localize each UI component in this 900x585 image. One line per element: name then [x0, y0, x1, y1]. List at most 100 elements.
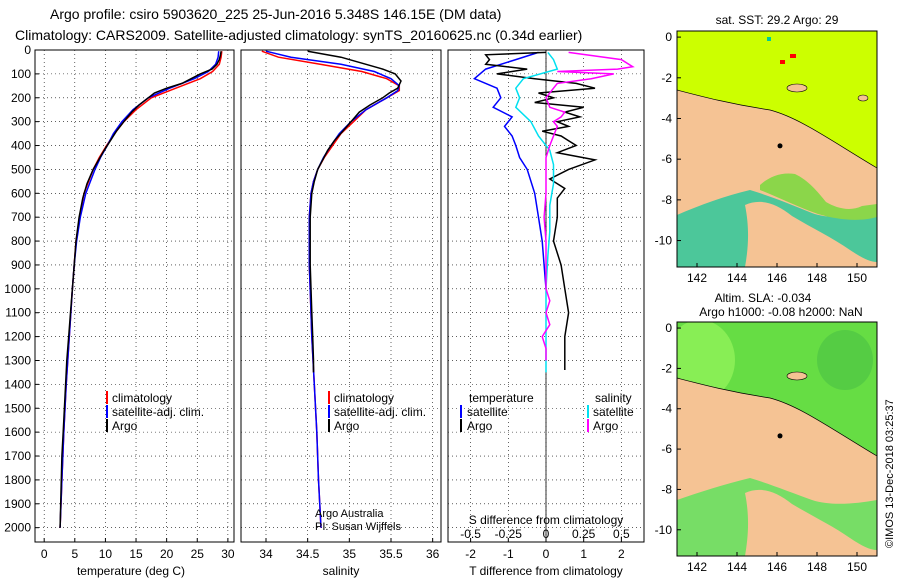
sst-hot-spot: [780, 60, 785, 64]
depth-tick-label: 1500: [4, 401, 31, 415]
depth-axis-ticks: 0 100 200 300 400 500 600 700 800 900 1000 1100 1200…: [4, 43, 39, 535]
series-s-satellite: [514, 51, 559, 373]
map-x-tick-label: 146: [767, 271, 787, 285]
x-tick-label: 34: [259, 547, 273, 561]
t-difference-x-label: T difference from climatology: [469, 564, 623, 578]
map-y-tick-label: -4: [661, 111, 672, 125]
x-tick-label: 1: [580, 547, 587, 561]
map-y-tick-label: 0: [665, 30, 672, 44]
map-x-tick-label: 150: [847, 271, 867, 285]
depth-tick-label: 1600: [4, 425, 31, 439]
depth-tick-label: 200: [11, 91, 31, 105]
sst-shelf-water: [760, 173, 877, 220]
map-y-tick-label: -10: [655, 234, 673, 248]
x-tick-label: 30: [221, 547, 235, 561]
salinity-axes-box: [240, 49, 442, 543]
difference-panel: -2 -1 0 1 2 -0.5 -0.25 0 0.25 0.5 T difference f…: [447, 49, 645, 578]
s-diff-tick-label: 0: [543, 527, 550, 541]
legend-argo-label: Argo: [112, 419, 138, 433]
map-x-tick-label: 144: [727, 560, 747, 574]
island: [857, 94, 869, 102]
depth-tick-label: 400: [11, 139, 31, 153]
series-climatology: [261, 50, 401, 528]
x-tick-label: 2: [618, 547, 625, 561]
s-diff-tick-label: -0.5: [460, 527, 481, 541]
map-x-tick-label: 146: [767, 560, 787, 574]
depth-tick-label: 0: [24, 43, 31, 57]
coastline: [677, 377, 877, 457]
series-t-argo: [484, 51, 598, 370]
map-x-tick-label: 148: [807, 271, 827, 285]
figure-title-line2: Climatology: CARS2009. Satellite-adjuste…: [15, 27, 582, 43]
map-x-tick-label: 144: [727, 271, 747, 285]
x-tick-label: 0: [41, 547, 48, 561]
salinity-x-ticks: 34 34.5 35 35.5 36: [259, 538, 440, 561]
depth-tick-label: 2000: [4, 521, 31, 535]
depth-tick-label: 900: [11, 258, 31, 272]
depth-tick-label: 1400: [4, 377, 31, 391]
depth-tick-label: 700: [11, 210, 31, 224]
sla-map-subtitle: Argo h1000: -0.08 h2000: NaN: [699, 305, 862, 319]
legend-s-satellite-label: satellite: [593, 405, 634, 419]
temperature-x-ticks: 0 5 10 15 20 25 30: [41, 538, 235, 561]
sla-map-title: Altim. SLA: -0.034: [715, 291, 812, 305]
x-tick-label: 34.5: [296, 547, 320, 561]
papuan-peninsula-land: [745, 201, 877, 267]
temperature-x-label: temperature (deg C): [77, 564, 185, 578]
x-tick-label: 20: [160, 547, 174, 561]
map-y-tick-label: -10: [655, 523, 673, 537]
s-diff-tick-label: -0.25: [495, 527, 523, 541]
map-x-tick-label: 142: [687, 271, 707, 285]
depth-tick-label: 1100: [5, 306, 31, 320]
s-diff-tick-label: 0.5: [613, 527, 630, 541]
map-y-tick-label: -8: [661, 482, 672, 496]
credit-line2: PI: Susan Wijffels: [315, 521, 401, 533]
x-tick-label: 36: [426, 547, 440, 561]
map-y-tick-label: -8: [661, 193, 672, 207]
s-difference-label: S difference from climatology: [469, 513, 624, 527]
difference-axes-box: [447, 49, 645, 543]
map-y-tick-label: -6: [661, 442, 672, 456]
map-y-tick-label: -4: [661, 402, 672, 416]
x-tick-label: -1: [503, 547, 514, 561]
map-y-tick-label: -6: [661, 152, 672, 166]
depth-tick-label: 1800: [4, 473, 31, 487]
depth-tick-label: 100: [11, 67, 31, 81]
x-tick-label: 5: [71, 547, 78, 561]
salinity-x-label: salinity: [323, 564, 360, 578]
legend-climatology-label: climatology: [112, 391, 172, 405]
difference-profiles: [472, 51, 635, 373]
legend-t-argo-label: Argo: [467, 419, 493, 433]
sla-low: [817, 330, 873, 390]
temperature-profiles: [59, 51, 223, 528]
legend-satellite-label: satellite-adj. clim.: [334, 405, 426, 419]
salinity-grid: [241, 49, 441, 542]
sla-map-ticks: 142 144 146 148 150 0 -2 -4 -6 -8 -10: [655, 321, 868, 574]
x-tick-label: 25: [191, 547, 205, 561]
depth-tick-label: 600: [11, 186, 31, 200]
legend-s-argo-label: Argo: [593, 419, 619, 433]
difference-x-ticks: -2 -1 0 1 2: [465, 538, 625, 561]
sst-map: sat. SST: 29.2 Argo: 29 142 144 146 148 150 0…: [655, 13, 878, 285]
x-tick-label: -2: [465, 547, 476, 561]
temperature-panel: 0100200300400500600700800900100011001200…: [4, 43, 235, 578]
series-argo: [59, 51, 222, 528]
imos-watermark: ©IMOS 13-Dec-2018 03:25:37: [884, 399, 896, 548]
depth-tick-label: 1200: [4, 330, 31, 344]
temperature-axes-box: [34, 49, 235, 543]
map-y-tick-label: 0: [665, 321, 672, 335]
x-tick-label: 35.5: [379, 547, 403, 561]
island: [786, 83, 808, 93]
legend-argo-label: Argo: [334, 419, 360, 433]
sst-map-title: sat. SST: 29.2 Argo: 29: [716, 13, 839, 27]
sst-cell: [767, 37, 771, 41]
s-difference-ticks: -0.5 -0.25 0 0.25 0.5: [460, 527, 630, 541]
series-t-satellite: [472, 51, 547, 289]
island: [786, 371, 808, 381]
x-tick-label: 0: [543, 547, 550, 561]
map-y-tick-label: -2: [661, 71, 672, 85]
sla-map-field: [677, 322, 877, 556]
coastline: [677, 89, 877, 169]
depth-tick-label: 1900: [4, 497, 31, 511]
